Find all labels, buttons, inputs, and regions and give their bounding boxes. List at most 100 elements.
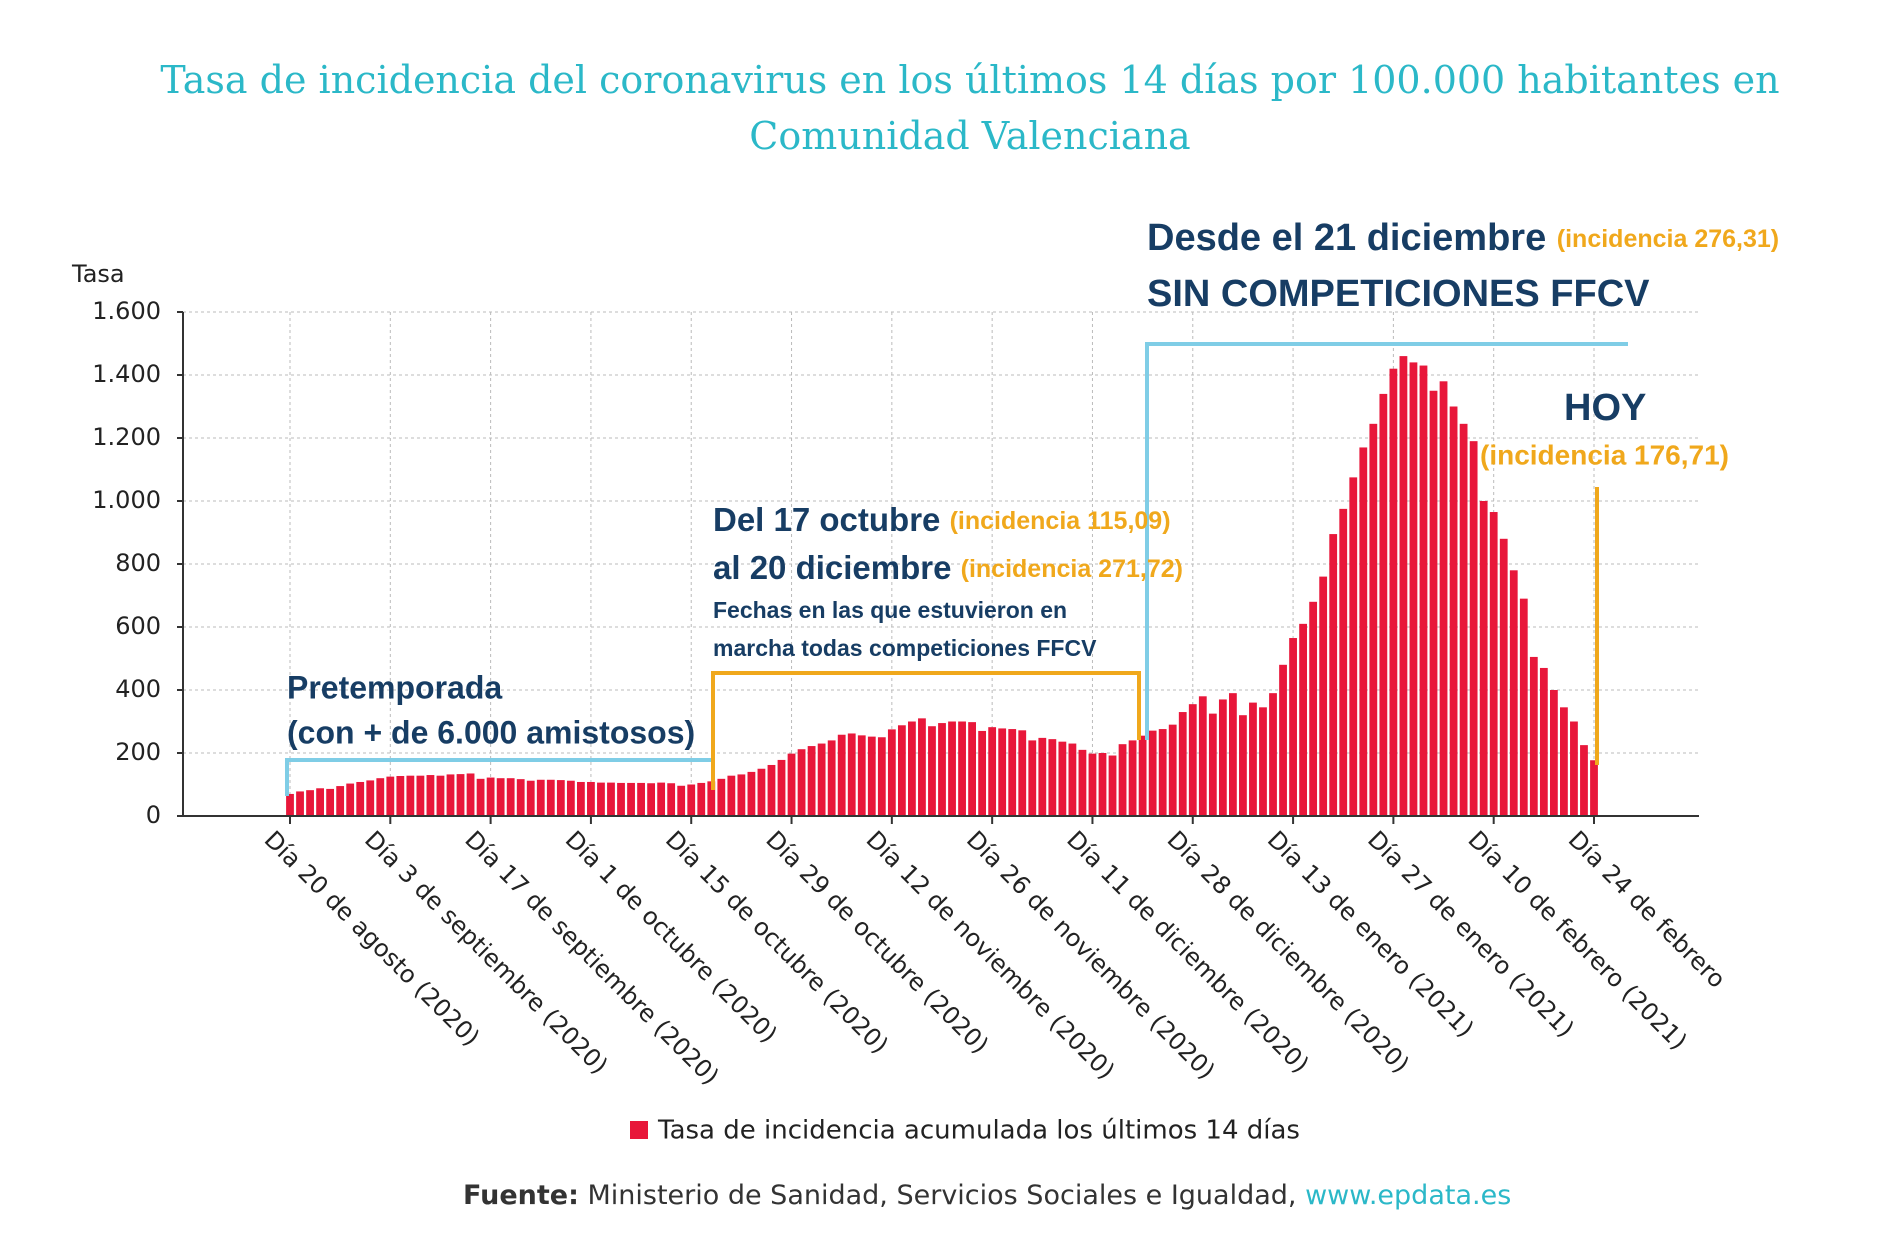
bar <box>1539 667 1548 816</box>
annotation: (incidencia 271,72) <box>961 555 1183 583</box>
annotation: HOY <box>1564 387 1646 429</box>
bar <box>897 725 906 816</box>
bar <box>998 728 1007 816</box>
bar <box>747 771 756 816</box>
x-tick-label: Día 1 de octubre (2020) <box>560 825 783 1048</box>
bar <box>416 775 425 816</box>
y-tick-label: 1.600 <box>92 297 161 325</box>
bar <box>1399 356 1408 816</box>
bar <box>1289 638 1297 816</box>
bar <box>1349 477 1358 816</box>
bar <box>887 729 896 816</box>
bar <box>727 775 736 816</box>
bar <box>1028 740 1037 816</box>
bar <box>496 778 505 816</box>
bar <box>1158 729 1167 816</box>
bar <box>667 783 676 816</box>
bar <box>336 786 345 816</box>
bar <box>546 779 555 816</box>
annotation: (incidencia 276,31) <box>1557 225 1779 253</box>
bar <box>807 746 816 816</box>
bar <box>677 785 686 816</box>
bar <box>1509 570 1518 816</box>
bar <box>526 780 535 816</box>
bar <box>506 778 515 816</box>
bar <box>657 782 666 816</box>
bar <box>1228 693 1237 816</box>
bar <box>1128 740 1137 816</box>
source-label: Fuente: <box>463 1180 579 1211</box>
bar <box>1519 598 1528 816</box>
bar <box>486 777 495 816</box>
x-tick-label: Día 13 de enero (2021) <box>1262 825 1479 1042</box>
bar <box>346 783 355 816</box>
bar <box>1549 690 1558 816</box>
bar <box>1138 735 1147 816</box>
bar <box>637 782 645 816</box>
bar <box>1590 760 1598 816</box>
bar <box>988 727 997 816</box>
bar <box>1048 739 1057 816</box>
bar <box>1499 538 1508 816</box>
bar <box>767 764 776 816</box>
bar <box>446 774 455 816</box>
bar <box>787 753 796 816</box>
bar <box>777 759 786 816</box>
bar <box>1389 368 1398 816</box>
bar <box>968 722 976 816</box>
bar <box>386 776 395 816</box>
bar <box>326 788 335 816</box>
bar <box>908 721 916 816</box>
bar <box>566 780 575 816</box>
bar <box>1249 702 1257 816</box>
bar <box>867 736 876 816</box>
bar <box>1078 749 1087 816</box>
bar <box>1379 393 1388 816</box>
bar <box>1108 755 1117 816</box>
annotation: al 20 diciembre <box>713 549 951 586</box>
bar <box>436 775 445 816</box>
bar <box>1088 753 1097 816</box>
annotation: marcha todas competiciones FFCV <box>713 635 1097 661</box>
bar <box>837 734 846 816</box>
legend-label: Tasa de incidencia acumulada los últimos… <box>657 1116 1300 1146</box>
bar <box>1259 707 1267 816</box>
y-tick-label: 1.400 <box>92 360 161 388</box>
bar <box>1068 743 1077 816</box>
annotation: Fechas en las que estuvieron en <box>713 597 1067 623</box>
bar <box>1580 745 1588 816</box>
bar <box>617 782 625 816</box>
y-tick-label: 800 <box>115 549 161 577</box>
bar <box>1279 664 1287 816</box>
bar <box>1218 699 1227 816</box>
bar <box>1560 707 1568 816</box>
bar <box>597 782 605 816</box>
y-tick-label: 1.200 <box>92 423 161 451</box>
bar <box>286 793 294 816</box>
annotation: Del 17 octubre <box>713 501 940 538</box>
bar <box>306 790 314 816</box>
bar <box>817 743 826 816</box>
legend-swatch <box>630 1121 648 1139</box>
bar <box>1419 365 1428 816</box>
bar <box>476 778 485 816</box>
bar <box>717 778 726 816</box>
chart-title: Tasa de incidencia del coronavirus en lo… <box>160 58 1780 158</box>
bar <box>1469 441 1478 816</box>
annotation: (incidencia 115,09) <box>950 507 1171 535</box>
annotation: Del 17 octubre (incidencia 115,09) <box>713 501 1171 538</box>
bar <box>466 773 475 816</box>
bar <box>1339 508 1348 816</box>
bar <box>607 782 615 816</box>
y-tick-label: 1.000 <box>92 486 161 514</box>
bar <box>697 782 706 816</box>
bar <box>426 775 435 816</box>
bar <box>1459 423 1468 816</box>
no-competition-bracket <box>1145 342 1628 740</box>
bar <box>1239 715 1247 816</box>
x-tick-label: Día 27 de enero (2021) <box>1362 825 1579 1042</box>
bar <box>376 778 385 816</box>
bar <box>587 781 595 816</box>
bar <box>877 737 886 816</box>
